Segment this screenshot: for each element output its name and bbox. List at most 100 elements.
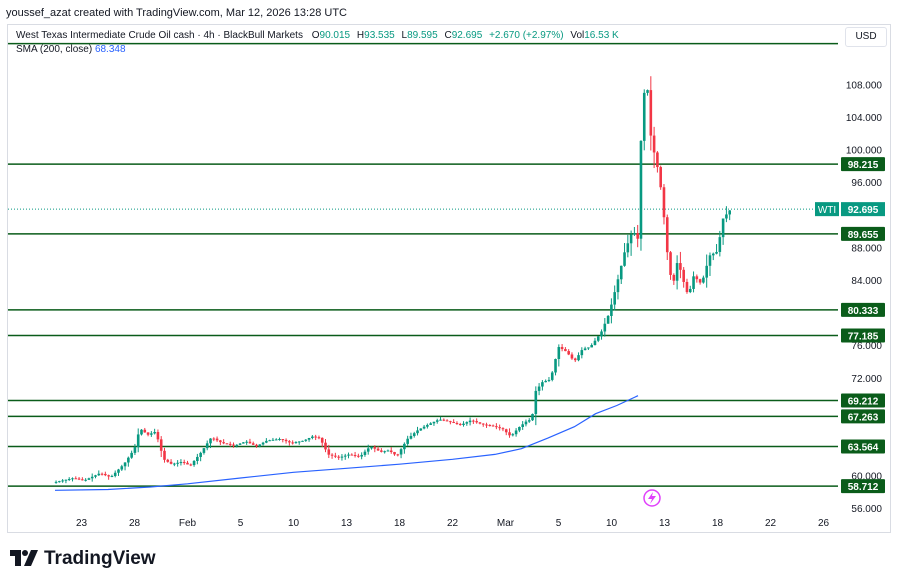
candle-body	[301, 440, 304, 442]
candle-body	[560, 347, 564, 350]
candle-body	[87, 478, 91, 480]
open-value: 90.015	[319, 30, 351, 41]
candle-body	[317, 437, 321, 439]
candle-body	[672, 274, 676, 281]
candle-body	[130, 452, 133, 458]
candle-body	[669, 252, 672, 275]
currency-button[interactable]: USD	[845, 27, 887, 47]
candle-body	[639, 140, 643, 239]
candle-body	[465, 422, 469, 424]
candle-body	[554, 359, 557, 373]
x-tick-label: 10	[606, 518, 618, 529]
candle-body	[508, 432, 511, 436]
candle-body	[389, 450, 393, 453]
close-label: C	[444, 30, 452, 41]
candle-body	[117, 469, 120, 473]
candle-body	[458, 423, 462, 426]
level-price-label: 69.212	[848, 397, 879, 408]
candle-body	[646, 90, 649, 93]
candle-body	[422, 426, 426, 429]
candle-body	[100, 473, 104, 475]
candle-body	[380, 450, 383, 452]
candle-body	[192, 460, 196, 466]
x-tick-label: Feb	[179, 518, 197, 529]
symbol-badge	[815, 202, 839, 217]
candle-body	[610, 304, 613, 316]
candle-body	[518, 426, 521, 431]
candle-body	[590, 345, 593, 348]
candle-body	[153, 432, 156, 434]
candle-body	[685, 281, 689, 293]
tradingview-wordmark: TradingView	[44, 548, 156, 569]
candle-body	[209, 438, 212, 444]
candle-body	[711, 253, 715, 256]
level-price-label: 89.655	[848, 230, 879, 241]
candle-body	[370, 446, 373, 449]
candle-body	[261, 442, 265, 445]
candle-body	[133, 447, 137, 453]
candle-body	[708, 255, 712, 266]
candle-body	[504, 429, 508, 433]
candle-body	[127, 457, 130, 463]
close-value: 92.695	[451, 30, 483, 41]
y-tick-label: 84.000	[851, 276, 882, 287]
sma-label: SMA (200, close)	[16, 44, 93, 55]
candle-body	[445, 420, 449, 422]
flash-icon	[643, 489, 661, 507]
x-tick-label: 10	[288, 518, 300, 529]
candle-body	[531, 413, 534, 421]
candle-body	[182, 462, 186, 464]
candle-body	[442, 419, 446, 421]
candle-body	[366, 448, 370, 452]
candle-body	[104, 473, 107, 476]
sma-legend[interactable]: SMA (200, close) 68.348	[16, 44, 126, 55]
plot-area	[8, 42, 838, 491]
candle-body	[613, 292, 616, 305]
candle-body	[343, 455, 347, 457]
candle-body	[439, 419, 442, 421]
candle-body	[521, 424, 524, 427]
y-tick-label: 56.000	[851, 504, 882, 515]
candle-body	[146, 432, 150, 435]
candle-body	[547, 379, 551, 381]
candle-body	[84, 479, 87, 481]
candle-body	[294, 442, 298, 444]
candle-body	[573, 358, 577, 361]
candle-body	[288, 441, 291, 443]
candle-body	[695, 276, 699, 280]
candle-body	[619, 265, 623, 280]
high-label: H	[356, 30, 365, 41]
candle-body	[347, 454, 350, 456]
candle-body	[478, 422, 482, 424]
low-label: L	[401, 30, 408, 41]
candle-body	[642, 92, 646, 141]
candle-body	[245, 441, 248, 443]
candle-body	[600, 331, 603, 337]
candle-body	[143, 429, 147, 433]
candle-body	[587, 347, 590, 349]
candle-body	[219, 440, 222, 443]
candle-body	[472, 420, 475, 422]
sma-value: 68.348	[94, 44, 126, 55]
tradingview-logo[interactable]: TradingView	[10, 547, 156, 571]
candle-body	[688, 288, 692, 293]
candle-body	[623, 252, 626, 266]
candle-body	[728, 210, 731, 215]
x-tick-label: 22	[447, 518, 459, 529]
candle-body	[94, 475, 97, 477]
candle-body	[698, 279, 702, 283]
candle-body	[311, 436, 314, 439]
candle-body	[274, 439, 278, 441]
open-label: O	[311, 30, 320, 41]
candle-body	[166, 459, 170, 462]
candle-body	[268, 440, 271, 442]
y-tick-label: 88.000	[851, 243, 882, 254]
candle-body	[350, 454, 354, 456]
candle-body	[320, 437, 324, 443]
level-price-badge	[841, 439, 885, 454]
candle-body	[353, 455, 357, 457]
candle-body	[603, 323, 607, 332]
candle-body	[258, 444, 262, 447]
candle-body	[176, 462, 179, 464]
